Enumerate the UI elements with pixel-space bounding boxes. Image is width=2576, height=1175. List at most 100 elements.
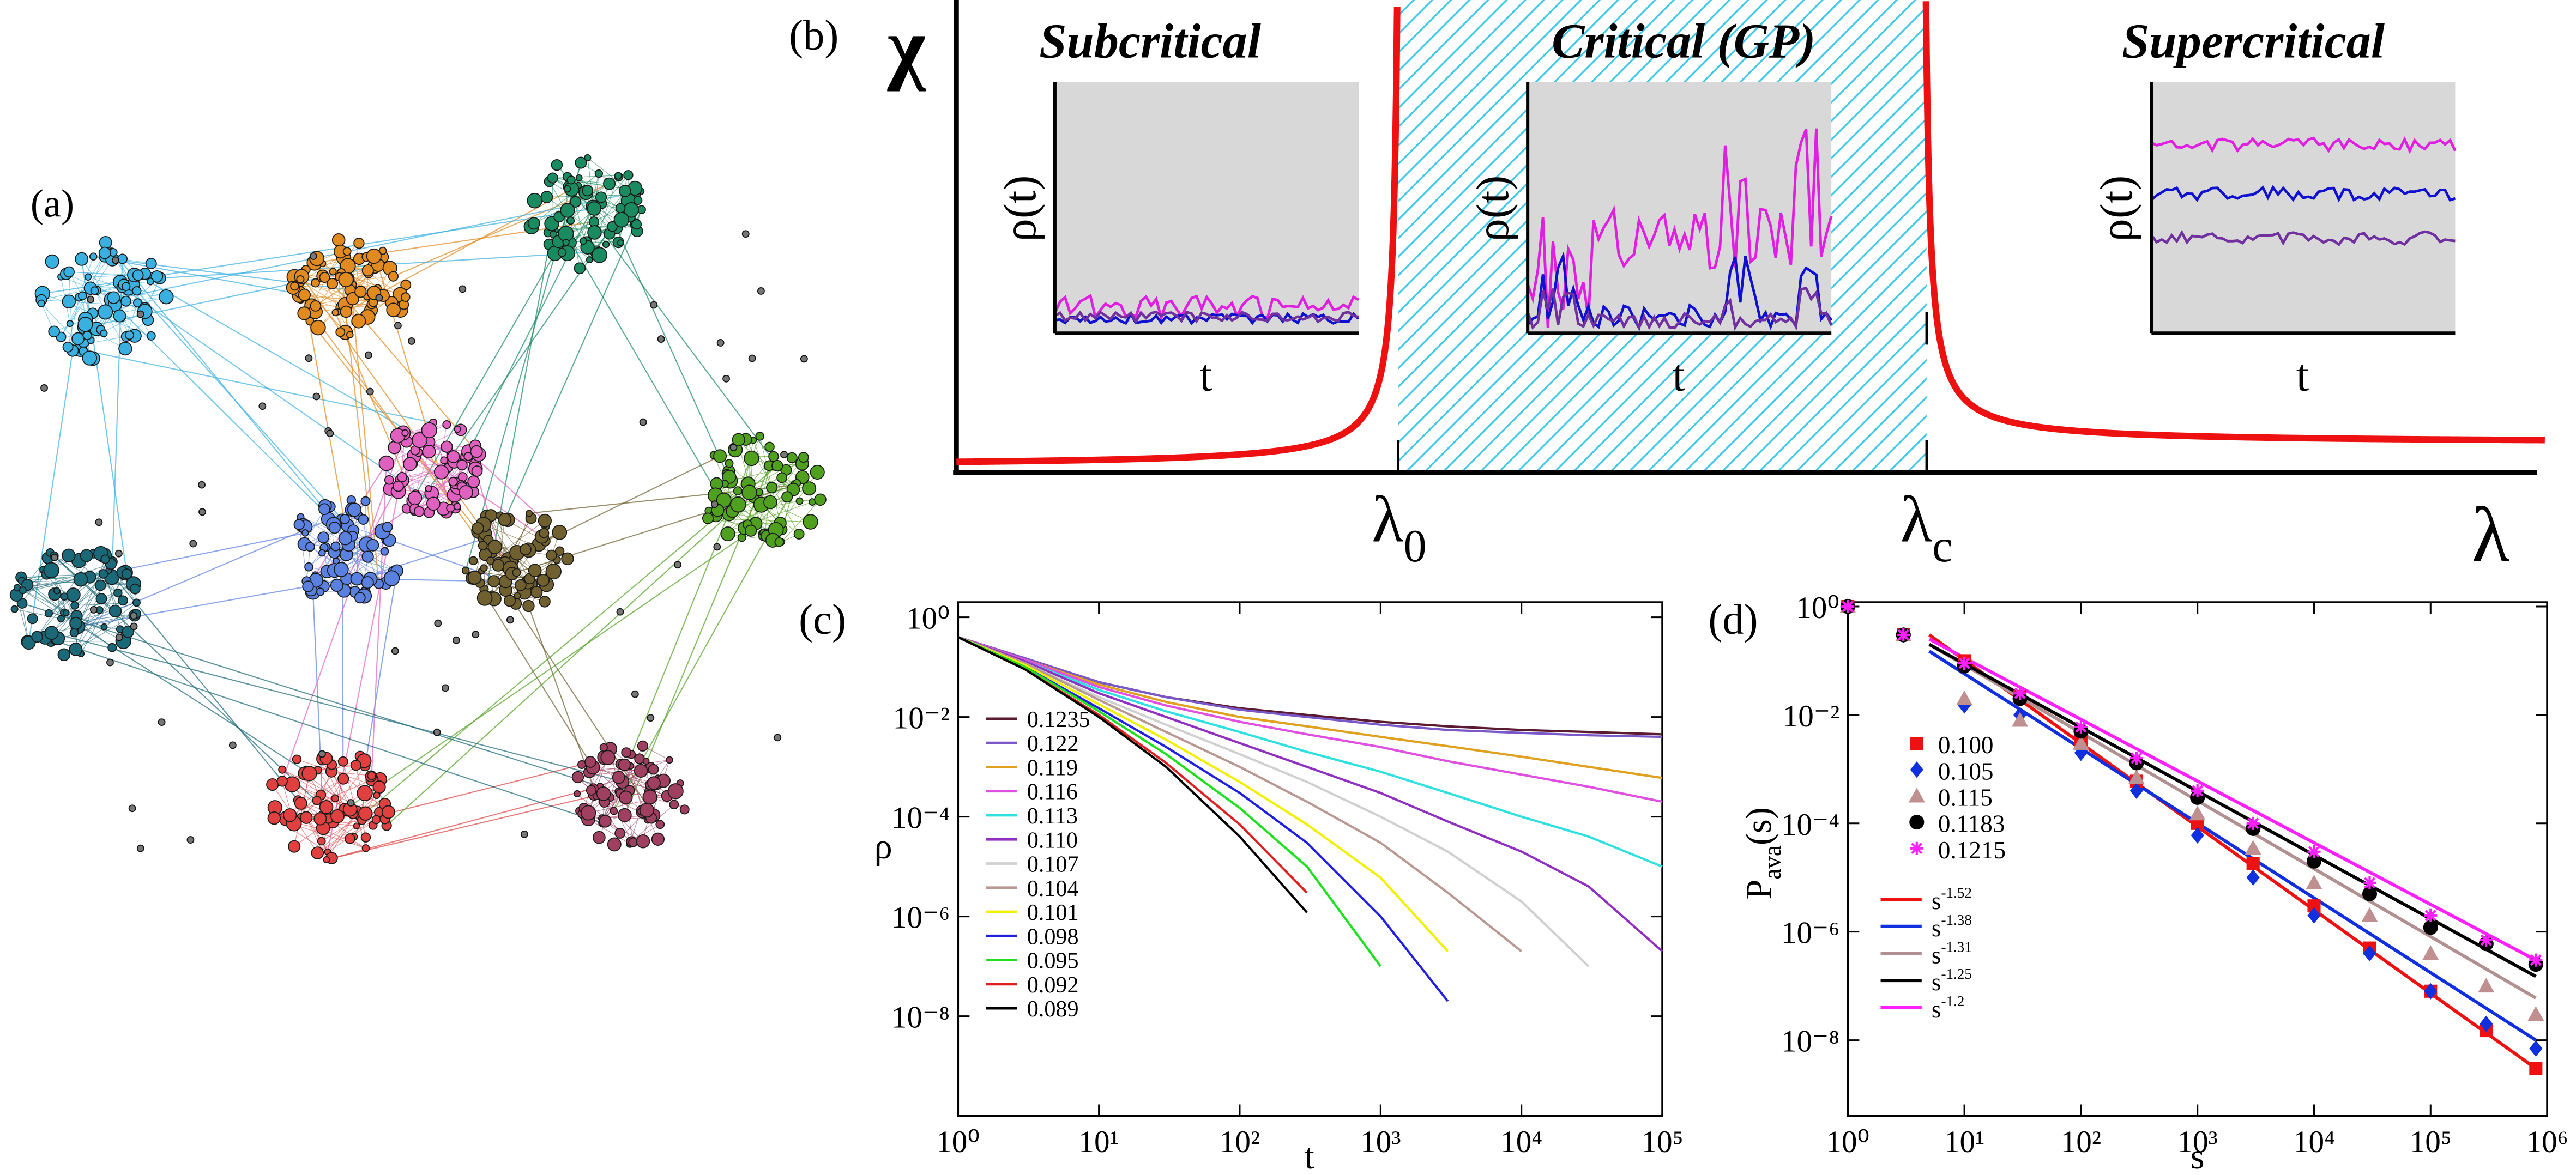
point	[2529, 1040, 2543, 1057]
point	[1910, 737, 1923, 750]
edge	[738, 499, 821, 505]
node	[538, 513, 552, 528]
edge	[317, 770, 346, 810]
legend-label: 0.092	[1027, 972, 1079, 998]
point	[1910, 761, 1923, 778]
legend-exponent: -1.31	[1941, 938, 1971, 955]
edge	[317, 826, 357, 853]
node	[575, 156, 587, 169]
node	[440, 456, 449, 465]
node	[413, 506, 425, 517]
y-tick-label: 10⁻⁸	[1781, 1025, 1839, 1059]
edge	[37, 594, 74, 637]
node	[358, 514, 369, 525]
point	[2191, 827, 2204, 844]
node	[774, 734, 782, 742]
point	[2129, 751, 2143, 765]
point	[2307, 907, 2321, 924]
node	[582, 185, 594, 197]
node	[51, 553, 58, 561]
node	[335, 327, 346, 337]
node	[617, 239, 624, 246]
legend-label: s-1.52	[1932, 885, 1972, 914]
susceptibility-curve	[956, 6, 1401, 465]
series-line	[957, 636, 1663, 779]
point	[2480, 1015, 2493, 1032]
node	[115, 633, 123, 641]
legend-base: s	[1932, 996, 1941, 1023]
node	[375, 294, 383, 302]
node	[730, 496, 746, 513]
point	[2307, 845, 2321, 858]
node	[73, 572, 88, 587]
node	[136, 310, 144, 318]
legend-exponent: -1.25	[1941, 966, 1971, 982]
node	[600, 750, 616, 765]
node	[647, 776, 661, 790]
node	[145, 257, 157, 269]
x-tick-label: 10⁴	[2293, 1125, 2335, 1159]
node	[305, 542, 315, 552]
node	[467, 475, 480, 488]
point	[2527, 1006, 2544, 1021]
y-axis-label: Pava(s)	[1739, 807, 1786, 899]
node	[480, 564, 488, 572]
node	[129, 583, 141, 595]
node	[768, 451, 779, 462]
node	[318, 750, 326, 758]
edge	[297, 800, 332, 858]
point	[2129, 782, 2143, 799]
node	[334, 562, 349, 577]
x-tick-label: 10²	[2061, 1125, 2101, 1159]
node	[514, 592, 521, 599]
x-axis-label: λ	[2472, 492, 2510, 579]
node	[403, 457, 417, 471]
node	[407, 337, 415, 345]
node	[603, 177, 616, 190]
edge	[66, 274, 146, 308]
node	[345, 833, 355, 844]
node	[614, 827, 626, 839]
node	[648, 764, 659, 775]
node	[503, 595, 516, 607]
legend-label: 0.1183	[1938, 810, 2005, 838]
edge	[504, 209, 642, 520]
node	[526, 510, 533, 517]
node	[562, 239, 570, 246]
edge	[289, 779, 372, 816]
node	[267, 811, 281, 825]
edge	[552, 177, 610, 184]
node	[612, 771, 625, 784]
node	[361, 844, 370, 852]
fit-line	[1928, 638, 2537, 962]
node	[300, 811, 313, 824]
point	[2189, 805, 2206, 821]
point	[2246, 816, 2260, 830]
edge	[61, 295, 83, 337]
node	[353, 238, 365, 249]
node	[114, 549, 123, 558]
x-tick-label: 10⁰	[1826, 1125, 1869, 1159]
node	[302, 580, 314, 592]
node	[84, 273, 92, 281]
node	[421, 422, 437, 439]
node	[69, 628, 79, 638]
edge	[539, 455, 721, 546]
node	[563, 185, 571, 193]
edge	[14, 609, 62, 619]
node	[258, 402, 267, 410]
legend-label: 0.089	[1027, 996, 1079, 1022]
node	[82, 350, 98, 366]
node	[301, 766, 317, 782]
edge	[22, 602, 601, 787]
node	[338, 271, 354, 288]
node	[357, 785, 373, 802]
point	[2424, 983, 2438, 1000]
edge	[67, 297, 80, 347]
point	[2423, 920, 2438, 935]
edge	[361, 764, 582, 821]
x-tick-label: 10⁰	[936, 1125, 980, 1159]
node	[631, 219, 642, 230]
node	[566, 216, 575, 225]
